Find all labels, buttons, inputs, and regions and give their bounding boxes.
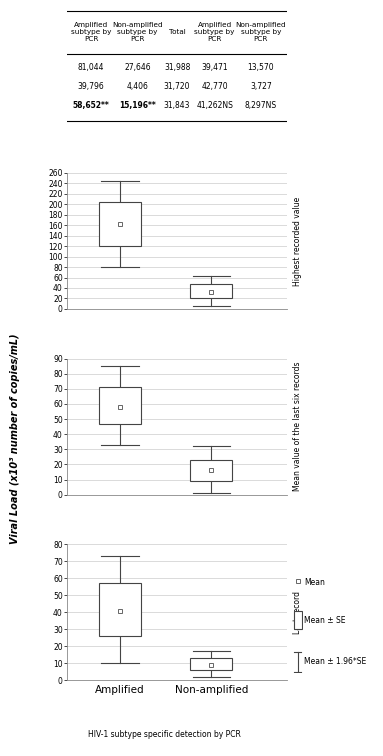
Bar <box>99 584 141 637</box>
Text: 31,720: 31,720 <box>164 82 190 91</box>
Bar <box>294 611 301 629</box>
Text: 8,297NS: 8,297NS <box>245 101 277 110</box>
Text: 31,843: 31,843 <box>164 101 190 110</box>
Text: 58,652**: 58,652** <box>73 101 110 110</box>
Y-axis label: Last record: Last record <box>293 591 302 634</box>
Text: Viral Load (x10³ number of copies/mL): Viral Load (x10³ number of copies/mL) <box>10 333 20 544</box>
Text: Non-amplified
subtype by
PCR: Non-amplified subtype by PCR <box>112 22 163 42</box>
Text: Mean ± SE: Mean ± SE <box>304 616 346 624</box>
Text: 15,196**: 15,196** <box>119 101 156 110</box>
Text: 39,471: 39,471 <box>201 64 228 72</box>
Y-axis label: Highest recorded value: Highest recorded value <box>293 197 302 286</box>
Bar <box>190 460 232 481</box>
Text: Amplified
subtype by
PCR: Amplified subtype by PCR <box>195 22 235 42</box>
Text: 3,727: 3,727 <box>250 82 272 91</box>
Bar <box>99 202 141 246</box>
Bar <box>99 387 141 423</box>
Text: Mean ± 1.96*SE: Mean ± 1.96*SE <box>304 658 367 666</box>
Text: Mean: Mean <box>304 578 326 587</box>
Bar <box>190 658 232 671</box>
Text: 4,406: 4,406 <box>126 82 149 91</box>
Y-axis label: Mean value of the last six records: Mean value of the last six records <box>293 362 302 491</box>
Text: 41,262NS: 41,262NS <box>196 101 233 110</box>
Text: 27,646: 27,646 <box>124 64 151 72</box>
Text: Amplified
subtype by
PCR: Amplified subtype by PCR <box>71 22 111 42</box>
Text: Non-amplified
subtype by
PCR: Non-amplified subtype by PCR <box>236 22 286 42</box>
Text: 39,796: 39,796 <box>78 82 105 91</box>
Text: 31,988: 31,988 <box>164 64 190 72</box>
Text: Total: Total <box>169 29 185 35</box>
Text: 42,770: 42,770 <box>201 82 228 91</box>
Text: 13,570: 13,570 <box>247 64 274 72</box>
Bar <box>190 284 232 299</box>
Text: HIV-1 subtype specific detection by PCR: HIV-1 subtype specific detection by PCR <box>88 730 241 739</box>
Text: 81,044: 81,044 <box>78 64 105 72</box>
